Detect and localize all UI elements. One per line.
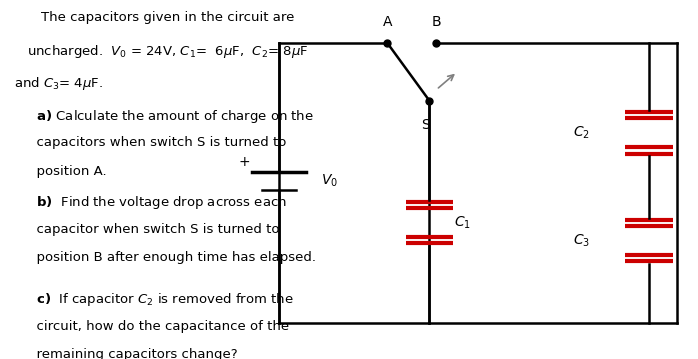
Text: $C_1$: $C_1$ [454,214,470,231]
Text: S: S [422,118,430,132]
Text: position B after enough time has elapsed.: position B after enough time has elapsed… [28,251,316,264]
Text: $\mathbf{c)}$  If capacitor $C_2$ is removed from the: $\mathbf{c)}$ If capacitor $C_2$ is remo… [28,291,293,308]
Text: $\mathbf{b)}$  Find the voltage drop across each: $\mathbf{b)}$ Find the voltage drop acro… [28,194,287,211]
Text: and $C_3$= 4$\mu$F.: and $C_3$= 4$\mu$F. [14,75,103,92]
Text: $C_3$: $C_3$ [573,232,590,249]
Text: The capacitors given in the circuit are: The capacitors given in the circuit are [40,11,295,24]
Text: B: B [431,15,441,29]
Text: $C_2$: $C_2$ [573,125,590,141]
Text: capacitors when switch S is turned to: capacitors when switch S is turned to [28,136,286,149]
Text: remaining capacitors change?: remaining capacitors change? [28,348,237,359]
Text: capacitor when switch S is turned to: capacitor when switch S is turned to [28,223,279,236]
Text: position A.: position A. [28,165,107,178]
Text: circuit, how do the capacitance of the: circuit, how do the capacitance of the [28,320,289,332]
Text: +: + [239,155,250,168]
Text: $V_0$: $V_0$ [321,173,338,190]
Text: A: A [383,15,392,29]
Text: $\mathbf{a)}$ Calculate the amount of charge on the: $\mathbf{a)}$ Calculate the amount of ch… [28,108,314,125]
Text: uncharged.  $V_0$ = 24V, $C_1$=  6$\mu$F,  $C_2$= 8$\mu$F: uncharged. $V_0$ = 24V, $C_1$= 6$\mu$F, … [27,43,309,60]
